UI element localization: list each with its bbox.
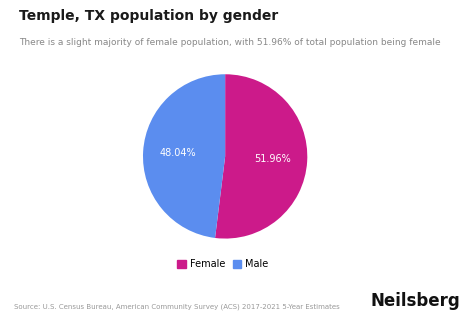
Text: 48.04%: 48.04%	[159, 149, 196, 159]
Wedge shape	[143, 74, 225, 238]
Legend: Female, Male: Female, Male	[173, 255, 273, 273]
Text: Source: U.S. Census Bureau, American Community Survey (ACS) 2017-2021 5-Year Est: Source: U.S. Census Bureau, American Com…	[14, 303, 340, 310]
Text: Temple, TX population by gender: Temple, TX population by gender	[19, 9, 278, 23]
Text: Neilsberg: Neilsberg	[370, 292, 460, 310]
Wedge shape	[215, 74, 307, 239]
Text: There is a slight majority of female population, with 51.96% of total population: There is a slight majority of female pop…	[19, 38, 441, 47]
Text: 51.96%: 51.96%	[255, 154, 291, 164]
